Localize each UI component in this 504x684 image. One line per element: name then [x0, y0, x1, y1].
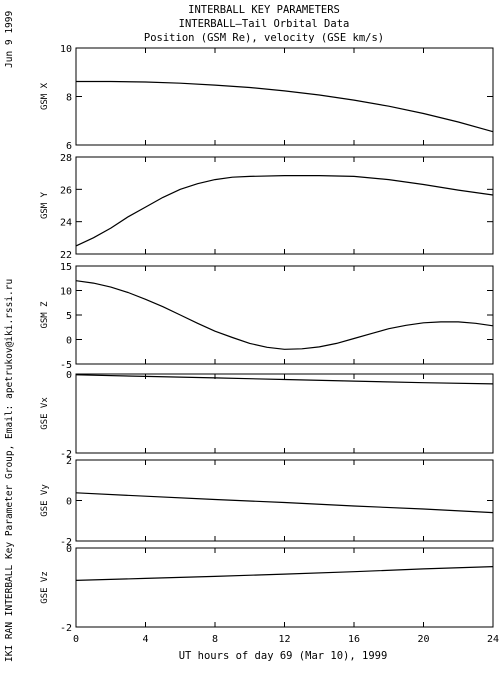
y-tick-label-gse-vy: -2	[60, 537, 72, 548]
series-line-gse-vx	[75, 374, 494, 385]
side-credit: IKI RAN INTERBALL Key Parameter Group, E…	[4, 279, 15, 662]
y-tick-label-gsm-y: 26	[60, 185, 72, 196]
y-tick-label-gse-vy: 0	[66, 497, 72, 508]
series-line-gsm-y	[75, 175, 494, 247]
x-tick-label: 8	[212, 634, 218, 645]
x-tick-label: 24	[487, 634, 499, 645]
chart-title-2: INTERBALL—Tail Orbital Data	[179, 18, 350, 30]
series-line-gse-vy	[75, 492, 494, 514]
y-tick-label-gsm-z: -5	[60, 360, 72, 371]
series-line-gsm-z	[75, 280, 494, 350]
y-axis-label-gsm-x: GSM X	[40, 82, 50, 110]
x-tick-label: 0	[73, 634, 79, 645]
y-tick-label-gse-vz: -2	[60, 623, 72, 634]
y-tick-label-gse-vy: 2	[66, 456, 72, 467]
x-tick-label: 4	[142, 634, 148, 645]
y-axis-label-gse-vz: GSE Vz	[40, 571, 50, 604]
y-tick-label-gsm-z: 15	[60, 262, 72, 273]
y-axis-label-gse-vy: GSE Vy	[40, 484, 50, 517]
y-tick-label-gsm-y: 24	[60, 218, 72, 229]
y-tick-label-gsm-x: 6	[66, 141, 72, 152]
panel-frame-gse-vx	[75, 373, 494, 454]
y-tick-label-gsm-x: 8	[66, 93, 72, 104]
y-axis-label-gse-vx: GSE Vx	[40, 397, 50, 430]
y-tick-label-gsm-z: 10	[60, 287, 72, 298]
x-axis-label: UT hours of day 69 (Mar 10), 1999	[179, 650, 388, 662]
y-tick-label-gse-vz: 0	[66, 544, 72, 555]
series-line-gsm-x	[76, 80, 494, 133]
y-tick-label-gsm-y: 28	[60, 153, 72, 164]
y-tick-label-gse-vx: 0	[66, 370, 72, 381]
panel-frame-gse-vy	[75, 459, 494, 542]
x-tick-label: 16	[348, 634, 360, 645]
y-tick-label-gsm-z: 0	[66, 336, 72, 347]
y-tick-label-gsm-y: 22	[60, 250, 72, 261]
y-tick-label-gsm-z: 5	[66, 311, 72, 322]
side-date: Jun 9 1999	[4, 11, 15, 68]
chart-title-3: Position (GSM Re), velocity (GSE km/s)	[144, 32, 384, 44]
y-axis-label-gsm-z: GSM Z	[40, 301, 50, 329]
series-line-gse-vz	[75, 566, 494, 581]
y-axis-label-gsm-y: GSM Y	[40, 191, 50, 219]
panel-frame-gsm-x	[75, 47, 494, 146]
y-tick-label-gsm-x: 10	[60, 44, 72, 55]
x-tick-label: 20	[417, 634, 429, 645]
y-tick-label-gse-vx: -2	[60, 449, 72, 460]
chart-title-1: INTERBALL KEY PARAMETERS	[188, 4, 340, 16]
panel-frame-gsm-y	[75, 156, 494, 255]
panel-frame-gse-vz	[75, 547, 494, 628]
x-tick-label: 12	[278, 634, 290, 645]
